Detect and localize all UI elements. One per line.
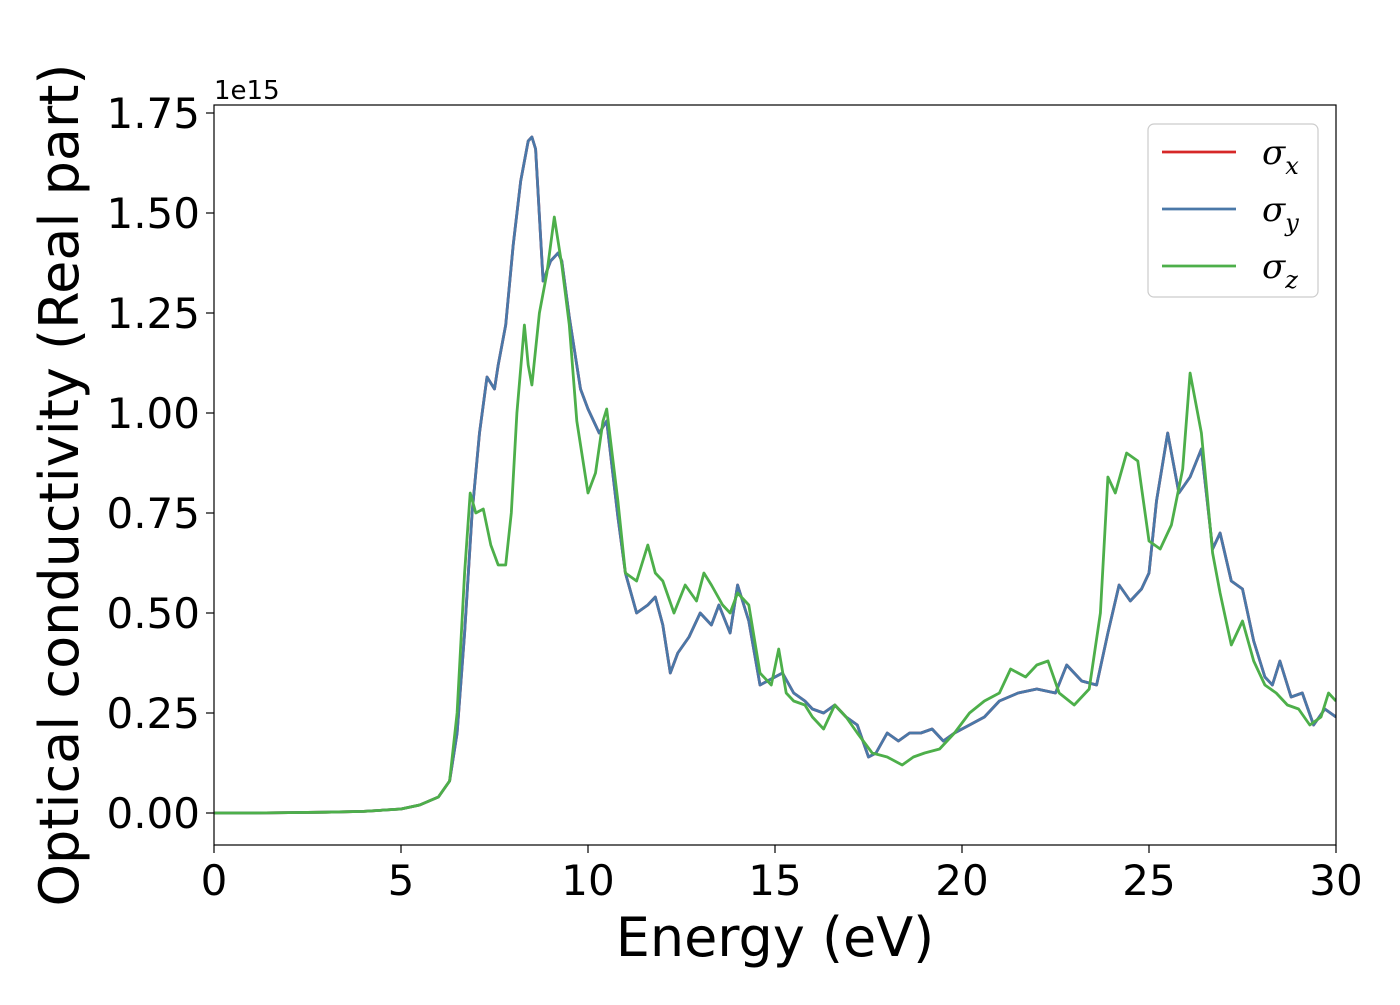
legend-label-z: σz — [1262, 247, 1298, 294]
legend-label-x: σx — [1262, 133, 1299, 180]
y-tick-label: 0.50 — [106, 589, 200, 638]
y-tick-label: 0.75 — [106, 489, 200, 538]
series-layer — [214, 135, 1336, 815]
series-line-z — [214, 215, 1336, 815]
y-offset-label: 1e15 — [214, 76, 280, 106]
x-tick-label: 10 — [561, 856, 614, 905]
x-tick-label: 15 — [748, 856, 801, 905]
y-axis-title: Optical conductivity (Real part) — [28, 64, 91, 907]
y-tick-label: 1.25 — [106, 289, 200, 338]
x-tick-label: 30 — [1309, 856, 1362, 905]
y-tick-label: 1.75 — [106, 89, 200, 138]
x-tick-label: 0 — [201, 856, 228, 905]
legend: σx σy σz — [1147, 123, 1319, 298]
y-tick-label: 0.25 — [106, 689, 200, 738]
ticks-layer: 0 5 10 15 20 25 30 0.00 0.25 0.50 0.75 1.00 1.25 1.50… — [106, 89, 1362, 905]
legend-label-y: σy — [1262, 190, 1299, 237]
legend-box — [1147, 123, 1319, 298]
y-tick-label: 0.00 — [106, 789, 200, 838]
x-axis-title: Energy (eV) — [616, 906, 935, 969]
x-tick-label: 20 — [935, 856, 988, 905]
y-tick-label: 1.00 — [106, 389, 200, 438]
y-tick-label: 1.50 — [106, 189, 200, 238]
x-tick-label: 25 — [1122, 856, 1175, 905]
x-tick-label: 5 — [388, 856, 415, 905]
